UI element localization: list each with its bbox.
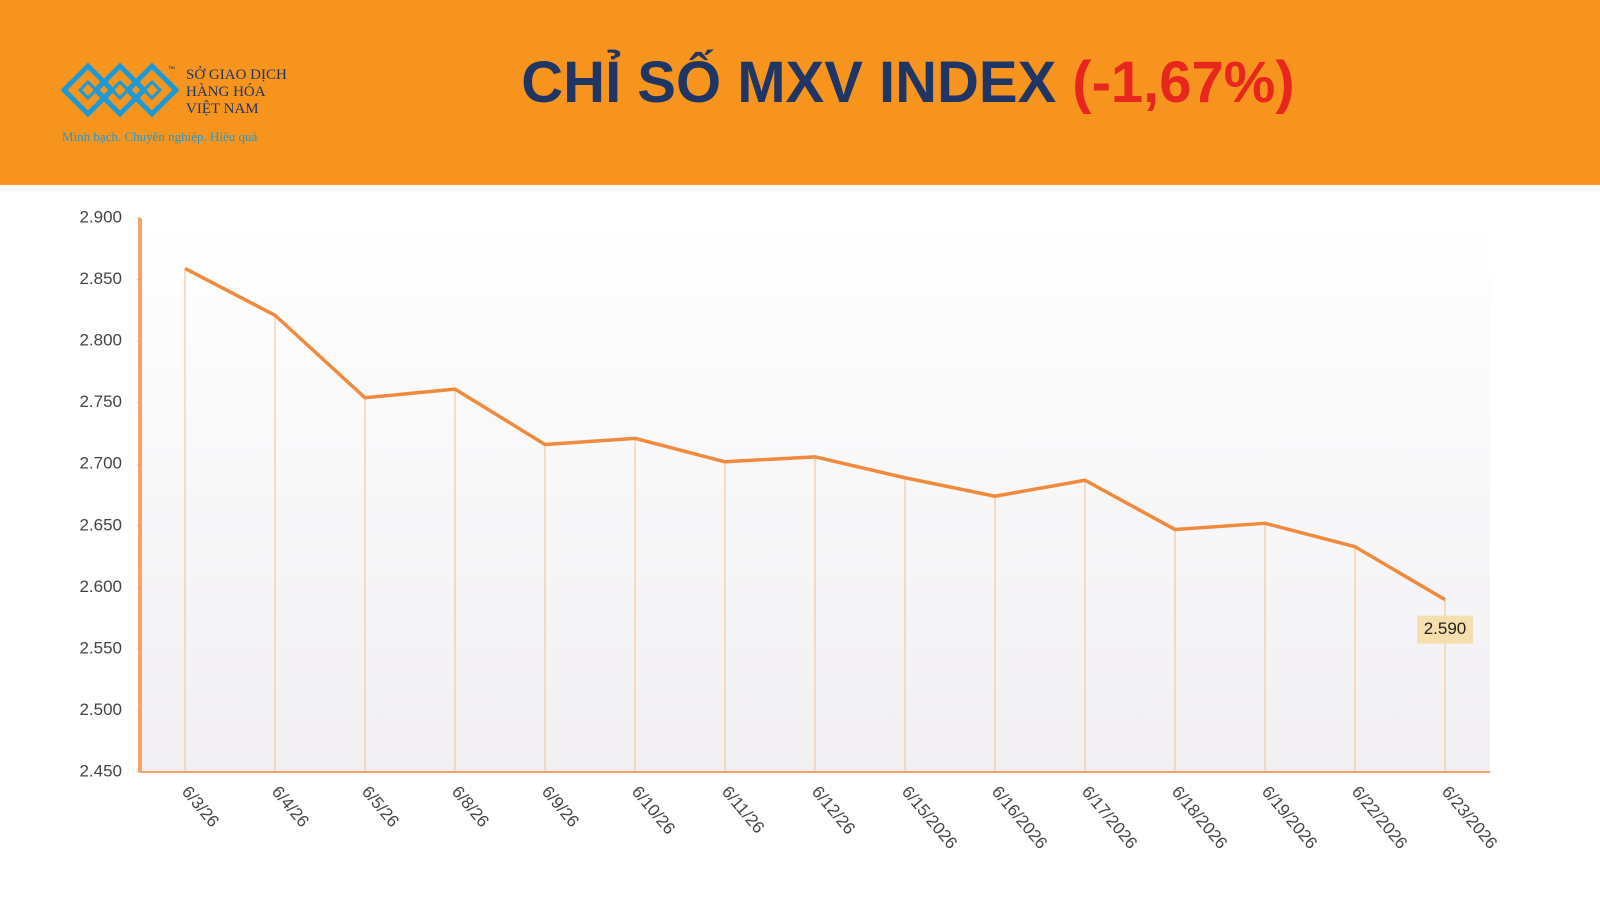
y-tick-label: 2.850 bbox=[79, 269, 122, 288]
header-bar bbox=[0, 0, 1600, 185]
logo-line: SỞ GIAO DỊCH bbox=[186, 66, 287, 83]
title-main: CHỈ SỐ MXV INDEX bbox=[521, 50, 1056, 115]
data-label: 2.590 bbox=[1424, 619, 1467, 638]
title-change: (-1,67%) bbox=[1072, 50, 1294, 115]
slogan: Minh bạch. Chuyên nghiệp. Hiệu quả bbox=[62, 129, 258, 144]
chart-title: CHỈ SỐ MXV INDEX (-1,67%) bbox=[521, 50, 1294, 115]
y-tick-label: 2.600 bbox=[79, 577, 122, 596]
y-tick-label: 2.800 bbox=[79, 331, 122, 350]
trademark: ™ bbox=[168, 66, 175, 73]
data-label-box bbox=[1417, 615, 1473, 644]
y-tick-label: 2.900 bbox=[79, 207, 122, 226]
line bbox=[184, 266, 1446, 602]
logo-line: HÀNG HÓA bbox=[186, 83, 266, 100]
y-tick-label: 2.750 bbox=[79, 392, 122, 411]
y-tick-label: 2.700 bbox=[79, 454, 122, 473]
logo-line: VIỆT NAM bbox=[186, 100, 259, 117]
y-tick-label: 2.650 bbox=[79, 515, 122, 534]
logo bbox=[60, 62, 180, 118]
y-tick-label: 2.550 bbox=[79, 638, 122, 657]
y-tick-label: 2.500 bbox=[79, 700, 122, 719]
y-tick-label: 2.450 bbox=[79, 761, 122, 780]
